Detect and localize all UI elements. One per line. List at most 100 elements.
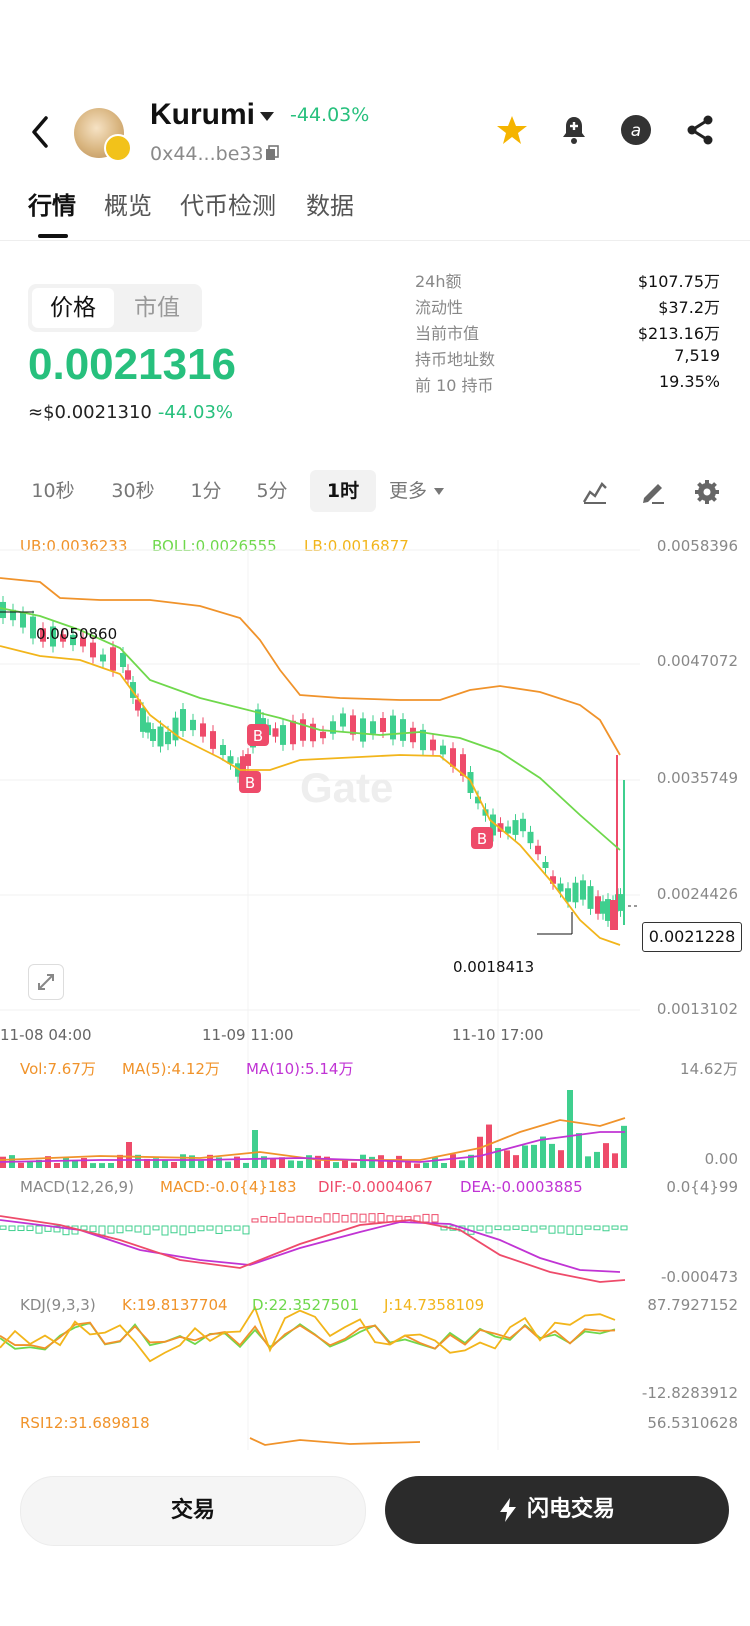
interval-1m[interactable]: 1分 [190, 480, 222, 502]
at-icon[interactable]: a [620, 114, 652, 146]
macd-bar [233, 1225, 241, 1231]
tab-overview[interactable]: 概览 [104, 192, 152, 220]
volume-bar [207, 1154, 213, 1168]
back-icon[interactable] [26, 112, 56, 152]
volume-bar [342, 1159, 348, 1168]
candle-body [255, 709, 261, 731]
interval-30s[interactable]: 30秒 [111, 480, 155, 502]
y-tick-label: 0.0058396 [656, 537, 738, 555]
volume-bar [369, 1156, 375, 1168]
candle-body [320, 731, 326, 739]
volume-bar [144, 1158, 150, 1168]
candle-body [240, 756, 246, 774]
macd-bar [611, 1225, 619, 1230]
chevron-down-icon[interactable] [260, 112, 274, 121]
candle-body [10, 609, 16, 621]
tab-data[interactable]: 数据 [306, 192, 354, 220]
interval-10s[interactable]: 10秒 [31, 480, 75, 502]
stat-value: $37.2万 [658, 298, 720, 317]
volume-bar [441, 1162, 447, 1168]
volume-bar [558, 1150, 564, 1168]
candle-body [172, 717, 179, 741]
volume-bar [621, 1125, 627, 1168]
macd-bar [80, 1225, 88, 1231]
expand-icon[interactable] [28, 964, 64, 1000]
token-name[interactable]: Kurumi [150, 98, 255, 131]
candle-body [497, 823, 504, 832]
macd-bar [422, 1213, 430, 1223]
macd-bar [359, 1213, 367, 1223]
time-label: 11-10 17:00 [452, 1026, 544, 1044]
volume-bar [567, 1090, 573, 1168]
volume-bar [162, 1160, 168, 1168]
candle-body [180, 709, 186, 731]
macd-bar [143, 1225, 151, 1235]
macd-bar [197, 1225, 205, 1232]
macd-bar [251, 1218, 259, 1223]
volume-bar [27, 1161, 33, 1168]
volume-bar [279, 1157, 285, 1168]
volume-bar [486, 1124, 492, 1168]
interval-1h[interactable]: 1时 [310, 470, 376, 512]
candle-body [310, 723, 316, 742]
price-toggle-button[interactable]: 价格 [32, 288, 114, 328]
tab-underline [38, 234, 68, 238]
stat-row: 当前市值 $213.16万 [415, 320, 720, 346]
bell-plus-icon[interactable] [558, 114, 590, 146]
macd-bar [494, 1225, 502, 1231]
copy-icon[interactable] [265, 145, 279, 161]
chevron-down-icon[interactable] [434, 488, 444, 495]
candle-body [557, 883, 564, 892]
gear-icon[interactable] [694, 479, 720, 505]
volume-bar [405, 1161, 411, 1168]
token-header: Kurumi -44.03% 0x44...be33 a 行情 概览 代币检测 … [0, 0, 750, 240]
draw-pen-icon[interactable] [640, 480, 666, 504]
volume-bar [603, 1143, 609, 1168]
bottom-action-bar: 交易 闪电交易 [0, 1456, 750, 1626]
flash-trade-button[interactable]: 闪电交易 [385, 1476, 729, 1544]
macd-max-label: 0.0{4}99 [666, 1178, 738, 1196]
mcap-toggle-button[interactable]: 市值 [134, 295, 180, 321]
macd-bar [287, 1216, 295, 1223]
share-icon[interactable] [684, 114, 716, 146]
kdj-j-line [0, 1305, 616, 1363]
macd-bar [539, 1225, 547, 1230]
tab-market[interactable]: 行情 [28, 192, 76, 220]
volume-bar [360, 1154, 366, 1168]
interval-more[interactable]: 更多 [388, 480, 427, 502]
candle-body [30, 616, 36, 639]
stat-row: 24h额 $107.75万 [415, 268, 720, 294]
volume-bar [81, 1157, 87, 1168]
price-chart[interactable]: Gate B B B [0, 520, 750, 1450]
stat-label: 持币地址数 [415, 350, 496, 369]
star-icon[interactable] [496, 114, 528, 146]
volume-bar [477, 1136, 483, 1168]
volume-bar [90, 1163, 96, 1168]
volume-bar [522, 1145, 528, 1168]
usd-price: ≈$0.0021310 [28, 402, 152, 423]
candle-body [565, 888, 571, 902]
volume-bar [351, 1162, 357, 1168]
volume-bar [270, 1158, 276, 1168]
macd-bar [125, 1225, 133, 1232]
volume-bar [459, 1160, 465, 1168]
candle-body [157, 726, 164, 747]
current-price-tag: 0.0021228 [642, 922, 742, 952]
volume-bar [225, 1161, 231, 1168]
interval-5m[interactable]: 5分 [256, 480, 288, 502]
interval-bar: 10秒 30秒 1分 5分 1时 更多 [0, 470, 750, 518]
candle-body [130, 682, 136, 698]
candle-body [280, 725, 286, 745]
vol-ma10-legend: MA(10):5.14万 [246, 1060, 354, 1078]
candle-body [450, 748, 456, 767]
volume-bar [153, 1158, 159, 1168]
volume-bar [513, 1155, 519, 1168]
volume-bar [117, 1154, 123, 1168]
trade-button[interactable]: 交易 [20, 1476, 366, 1546]
candle-body [125, 670, 131, 680]
macd-bar [314, 1217, 322, 1223]
candle-body [200, 723, 206, 737]
indicator-icon[interactable] [582, 480, 608, 504]
tab-token-check[interactable]: 代币检测 [180, 192, 276, 220]
macd-bar [224, 1225, 232, 1232]
